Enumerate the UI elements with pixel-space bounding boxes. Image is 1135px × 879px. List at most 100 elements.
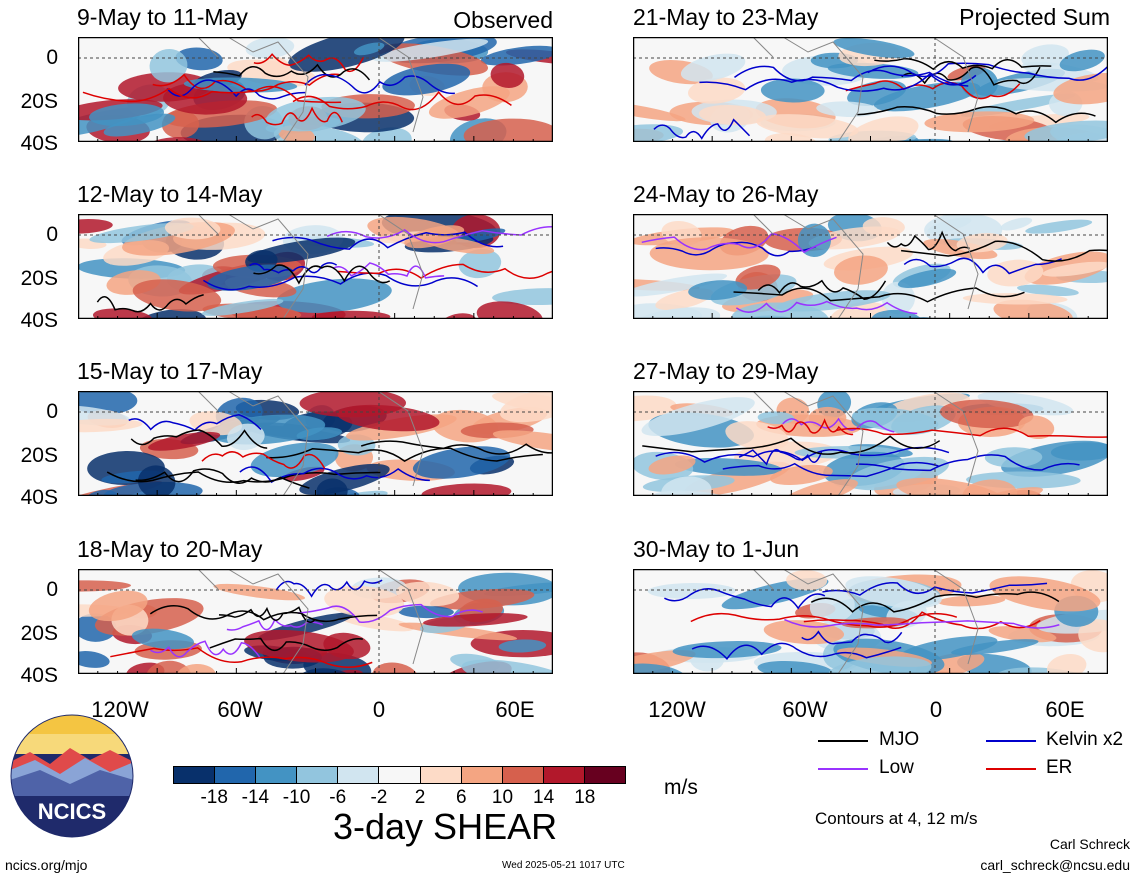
- contour-line: [699, 73, 977, 92]
- shear-anomaly-blob: [373, 38, 489, 62]
- shear-anomaly-blob: [201, 298, 284, 316]
- shear-anomaly-blob: [924, 111, 1035, 133]
- coastline: [197, 569, 424, 674]
- shear-anomaly-blob: [492, 392, 553, 415]
- shear-anomaly-blob: [808, 406, 847, 429]
- map-panel-7: [633, 391, 1108, 496]
- contour-line: [82, 85, 342, 104]
- contour-line: [218, 606, 316, 623]
- legend-mjo-label: MJO: [879, 729, 920, 750]
- colorbar-tick-label: -2: [370, 787, 388, 808]
- legend-mjo-line: [818, 740, 868, 742]
- contour-line: [96, 294, 204, 313]
- contour-line: [332, 262, 445, 279]
- shear-anomaly-blob: [973, 487, 1043, 496]
- map-panel-8: [633, 569, 1108, 674]
- shear-map: [633, 37, 1108, 142]
- shear-anomaly-blob: [382, 63, 471, 96]
- shear-anomaly-blob: [816, 101, 879, 118]
- shear-anomaly-blob: [797, 223, 831, 257]
- shear-anomaly-blob: [881, 281, 915, 315]
- contour-line: [867, 62, 1108, 81]
- x-tick-60w-left: 60W: [217, 697, 263, 722]
- shear-anomaly-blob: [846, 456, 949, 491]
- shear-map: [633, 214, 1108, 319]
- shear-anomaly-blob: [760, 78, 825, 103]
- y-tick-20s-row3: 20S: [20, 444, 58, 467]
- x-tick-0-right: 0: [929, 697, 943, 722]
- shear-anomaly-blob: [404, 225, 465, 249]
- shear-anomaly-blob: [1025, 219, 1093, 234]
- shear-anomaly-blob: [78, 219, 113, 234]
- panel-title-2: 12-May to 14-May: [77, 181, 263, 207]
- shear-anomaly-blob: [962, 293, 1068, 305]
- colorbar-tick-label: 10: [491, 787, 514, 808]
- contour-line: [874, 58, 1052, 71]
- shear-anomaly-blob: [78, 418, 143, 433]
- contour-line: [690, 612, 958, 628]
- shear-anomaly-blob: [648, 455, 696, 475]
- shear-anomaly-blob: [833, 37, 915, 59]
- contour-line: [297, 603, 483, 624]
- map-panel-6: [633, 214, 1108, 319]
- colorbar-swatch: [297, 767, 339, 783]
- shear-anomaly-blob: [688, 280, 748, 301]
- logo-text: NCICS: [37, 799, 107, 824]
- contour-line: [655, 241, 817, 257]
- y-tick-0-row1: 0: [46, 46, 58, 69]
- contour-line: [738, 448, 823, 466]
- legend-er-line: [986, 768, 1036, 770]
- shear-anomaly-blob: [770, 464, 833, 486]
- contour-line: [275, 579, 383, 598]
- shear-anomaly-blob: [207, 264, 293, 291]
- coastline: [197, 214, 424, 319]
- colorbar-unit: m/s: [664, 776, 698, 799]
- y-tick-20s-row4: 20S: [20, 622, 58, 645]
- shear-map: [78, 391, 553, 496]
- y-tick-0-row2: 0: [46, 223, 58, 246]
- panel-title-5: 21-May to 23-May: [633, 4, 819, 30]
- shear-anomaly-blob: [809, 589, 855, 624]
- shear-anomaly-blob: [311, 310, 391, 319]
- contour-line: [691, 642, 902, 660]
- contour-line: [735, 300, 918, 315]
- contour-line: [767, 418, 854, 436]
- footer-email: carl_schreck@ncsu.edu: [980, 857, 1130, 873]
- colorbar-swatch: [461, 767, 503, 783]
- shear-anomaly-blob: [757, 660, 833, 674]
- shear-anomaly-blob: [891, 405, 956, 435]
- map-panel-5: [633, 37, 1108, 142]
- shear-anomaly-blob: [176, 664, 216, 674]
- shear-anomaly-blob: [988, 626, 1057, 643]
- shear-anomaly-blob: [680, 53, 746, 82]
- contour-line: [360, 440, 553, 455]
- contour-line: [903, 257, 1062, 275]
- contour-line: [266, 447, 543, 463]
- shear-anomaly-blob: [647, 583, 736, 599]
- shear-anomaly-blob: [131, 628, 194, 650]
- contour-line: [803, 611, 1041, 630]
- shear-anomaly-blob: [324, 585, 405, 618]
- shear-anomaly-blob: [633, 124, 684, 142]
- contour-line: [664, 588, 826, 610]
- contour-line: [166, 79, 306, 100]
- colorbar-swatch: [543, 767, 585, 783]
- shear-anomaly-blob: [244, 629, 354, 663]
- contour-line: [272, 231, 504, 250]
- shear-anomaly-blob: [984, 447, 1043, 468]
- shear-anomaly-blob: [148, 431, 221, 451]
- contour-line: [304, 73, 455, 95]
- map-panel-2: [78, 214, 553, 319]
- footer-url: ncics.org/mjo: [5, 857, 88, 873]
- shear-anomaly-blob: [1053, 72, 1108, 105]
- contours-note: Contours at 4, 12 m/s: [815, 809, 978, 828]
- shear-anomaly-blob: [213, 583, 306, 601]
- contour-line: [722, 461, 939, 478]
- contour-line: [249, 262, 338, 274]
- shear-anomaly-blob: [92, 308, 153, 319]
- coastline: [752, 391, 979, 496]
- shear-anomaly-blob: [1024, 120, 1108, 142]
- y-tick-0-row4: 0: [46, 578, 58, 601]
- coastline: [197, 391, 424, 496]
- shear-anomaly-blob: [993, 299, 1073, 319]
